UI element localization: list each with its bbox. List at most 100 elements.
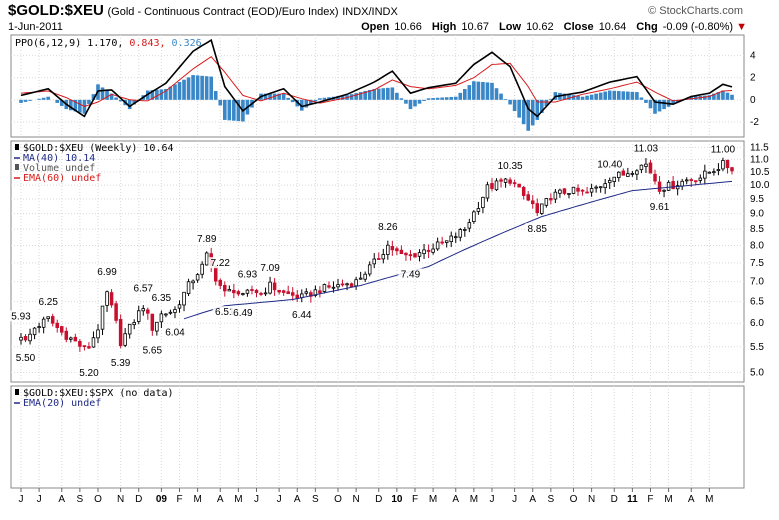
candle-up [716, 169, 721, 172]
x-tick-label: N [117, 494, 124, 505]
ppo-histogram-bar [458, 92, 463, 100]
ppo-histogram-bar [105, 90, 109, 100]
candle-down [250, 289, 254, 291]
x-tick-label: S [548, 494, 555, 505]
candle-up [603, 183, 607, 189]
ppo-histogram-bar [372, 88, 377, 100]
ppo-histogram-bar [386, 87, 390, 100]
annotation-bg [140, 344, 165, 356]
price-legend-item: Volume undef [23, 163, 95, 174]
ppo-histogram-bar [395, 92, 399, 100]
annotation-bg [525, 223, 550, 235]
candle-up [571, 186, 576, 194]
x-tick-label: J [277, 494, 282, 505]
price-y-tick-label: 7.5 [750, 258, 764, 269]
low-label: Low [499, 21, 521, 33]
x-tick-label: O [570, 494, 578, 505]
candle-down [499, 179, 503, 182]
ppo-histogram-bar [268, 93, 272, 100]
candle-down [277, 289, 281, 293]
candle-up [204, 252, 209, 266]
annotation-bg [647, 200, 672, 212]
ppo-histogram-bar [209, 76, 214, 100]
ppo-histogram-bar [440, 97, 444, 100]
candle-up [417, 252, 422, 257]
ppo-histogram-bar [118, 99, 123, 102]
candle-down [236, 291, 241, 295]
candle-down [59, 326, 64, 333]
ppo-legend-signal: 0.843, [129, 38, 171, 49]
candle-down [254, 289, 259, 294]
ppo-histogram-bar [78, 99, 82, 113]
x-tick-label: F [412, 494, 418, 505]
candle-down [290, 292, 295, 296]
x-tick-label: A [58, 494, 65, 505]
price-annotation: 6.99 [97, 267, 117, 278]
candle-up [684, 179, 689, 182]
ppo-histogram-bar [562, 93, 567, 100]
ppo-histogram-bar [485, 82, 490, 100]
candle-up [164, 313, 168, 316]
candle-down [318, 290, 322, 294]
candle-down [562, 188, 567, 194]
ppo-histogram-bar [232, 99, 236, 121]
candle-down [295, 294, 300, 299]
x-tick-label: J [19, 494, 24, 505]
ppo-histogram-bar [549, 99, 553, 100]
ppo-histogram-bar [204, 76, 209, 100]
ppo-histogram-bar [462, 88, 467, 100]
candle-up [195, 274, 200, 281]
annotation-bg [162, 326, 187, 338]
ppo-histogram-bar [626, 91, 630, 100]
candle-up [703, 170, 707, 179]
candle-up [141, 308, 146, 312]
annotation-bg [131, 282, 156, 294]
price-annotation: 8.85 [528, 224, 548, 235]
candle-down [118, 319, 123, 347]
ppo-histogram-bar [630, 91, 635, 100]
ppo-histogram-bar [453, 96, 458, 100]
candle-down [730, 167, 734, 172]
x-tick-label: A [688, 494, 695, 505]
ppo-histogram-bar [535, 99, 540, 120]
ppo-histogram-bar [422, 99, 426, 101]
ppo-histogram-bar [716, 92, 721, 100]
annotation-bg [375, 220, 400, 232]
candle-up [712, 171, 716, 174]
ppo-histogram-bar [390, 87, 395, 100]
candle-up [644, 163, 648, 167]
candle-down [377, 258, 381, 260]
price-y-tick-label: 8.5 [750, 224, 764, 235]
candle-down [395, 248, 399, 252]
ppo-histogram-bar [73, 99, 78, 112]
candle-up [544, 198, 549, 206]
candle-down [621, 170, 626, 176]
price-y-tick-label: 5.5 [750, 342, 764, 353]
candle-up [598, 186, 603, 189]
ppo-y-tick-label: -2 [750, 117, 759, 128]
annotation-bg [212, 306, 237, 318]
candle-down [580, 189, 585, 192]
ppo-histogram-bar [580, 96, 585, 100]
ppo-histogram-bar [195, 75, 200, 100]
price-annotation: 10.35 [498, 161, 523, 172]
candle-up [463, 229, 467, 231]
ppo-histogram-bar [712, 93, 716, 100]
candle-up [472, 211, 476, 222]
candle-up [96, 329, 100, 339]
annotation-bg [13, 351, 38, 363]
candle-up [666, 181, 671, 191]
candle-up [41, 318, 46, 328]
chg-label: Chg [636, 21, 658, 33]
candle-down [259, 293, 263, 295]
price-legend-item: $GOLD:$XEU (Weekly) 10.64 [23, 143, 174, 154]
ppo-legend-value: PPO(6,12,9) 1.170, [15, 38, 129, 49]
ppo-histogram-bar [236, 99, 241, 122]
ppo-y-tick-label: 2 [750, 73, 756, 84]
ma40-line [183, 180, 733, 320]
candle-up [132, 322, 136, 325]
ppo-histogram-bar [155, 89, 159, 100]
symbol-title: $GOLD:$XEU [8, 2, 104, 19]
price-y-tick-label: 9.0 [750, 209, 764, 220]
